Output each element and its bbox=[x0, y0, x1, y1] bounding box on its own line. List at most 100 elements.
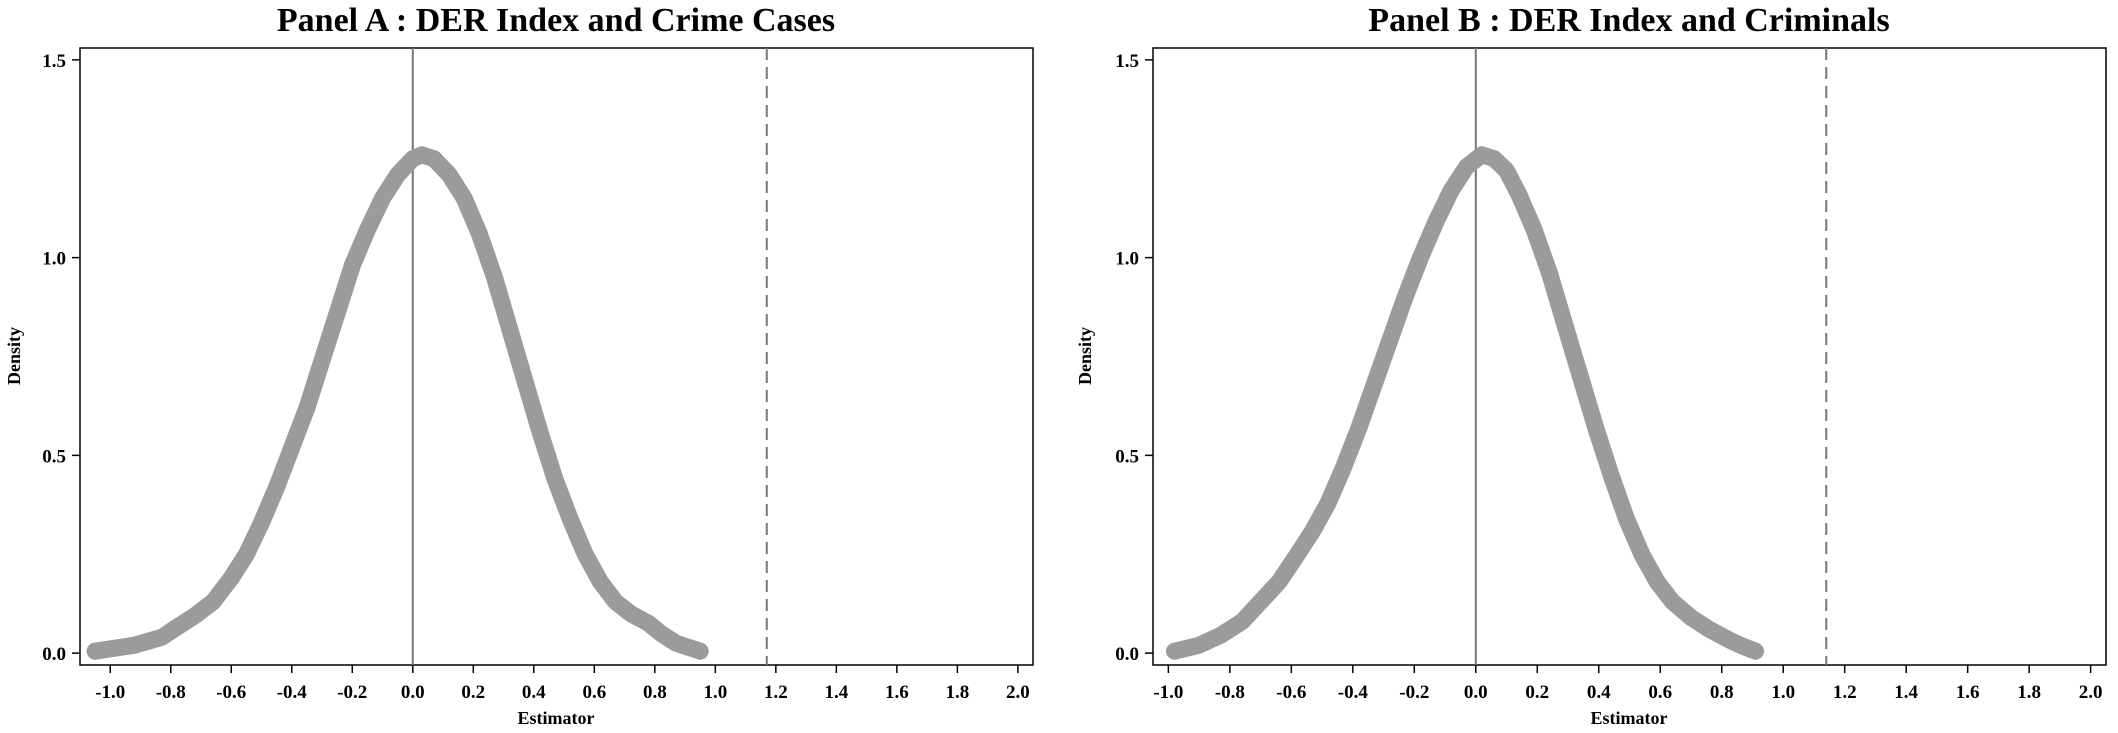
panel-a-density-marker-29 bbox=[561, 509, 580, 528]
panel-a-x-tick-label-2: -0.6 bbox=[216, 682, 246, 703]
panel-a-density-marker-31 bbox=[591, 572, 610, 591]
panel-b-density-marker-25 bbox=[1571, 367, 1590, 386]
panel-b-x-tick-label-2: -0.6 bbox=[1276, 682, 1306, 703]
panel-a-density-marker-24 bbox=[485, 268, 504, 287]
panel-b-density-marker-26 bbox=[1586, 418, 1605, 437]
panel-a-density-marker-22 bbox=[455, 189, 474, 208]
panel-b-density-marker-21 bbox=[1509, 185, 1528, 204]
panel-a-y-tick-label-2: 1.0 bbox=[42, 249, 66, 270]
panel-b-y-axis: 0.0 0.5 1.0 1.5 bbox=[1115, 51, 1153, 665]
panel-b-x-tick-label-6: 0.2 bbox=[1525, 682, 1549, 703]
panel-a-x-tick-label-10: 1.0 bbox=[703, 682, 727, 703]
panel-b-x-tick-label-14: 1.8 bbox=[2017, 682, 2041, 703]
panel-a-density-marker-3 bbox=[167, 618, 186, 637]
panel-b-x-tick-label-0: -1.0 bbox=[1153, 682, 1183, 703]
panel-b-density-marker-7 bbox=[1303, 521, 1322, 540]
panel-a-x-tick-label-6: 0.2 bbox=[461, 682, 485, 703]
panel-a-y-tick-label-3: 1.5 bbox=[42, 51, 66, 72]
panel-a: Panel A : DER Index and Crime Cases -1.0… bbox=[4, 2, 1034, 728]
panel-a-x-tick-label-8: 0.6 bbox=[582, 682, 606, 703]
panel-a-density-marker-15 bbox=[358, 220, 377, 239]
panel-b-density-marker-2 bbox=[1211, 626, 1230, 645]
panel-b-density-marker-12 bbox=[1380, 331, 1399, 350]
panel-b-density-marker-27 bbox=[1602, 466, 1621, 485]
panel-a-x-axis-label: Estimator bbox=[518, 708, 595, 728]
panel-b-title: Panel B : DER Index and Criminals bbox=[1368, 2, 1889, 39]
panel-b-y-tick-label-0: 0.0 bbox=[1115, 644, 1139, 665]
panel-a-density-marker-9 bbox=[267, 478, 286, 497]
panel-a-density-marker-0 bbox=[86, 642, 105, 661]
panel-a-density-marker-34 bbox=[639, 614, 658, 633]
panel-a-density-marker-10 bbox=[282, 438, 301, 457]
panel-b-x-tick-label-7: 0.4 bbox=[1587, 682, 1611, 703]
panel-a-x-tick-label-11: 1.2 bbox=[764, 682, 788, 703]
panel-a-density-marker-25 bbox=[500, 319, 519, 338]
panel-b-density-marker-20 bbox=[1497, 161, 1516, 180]
panel-b-density-marker-4 bbox=[1251, 592, 1270, 611]
panel-a-x-tick-label-7: 0.4 bbox=[522, 682, 546, 703]
panel-b-density-marker-28 bbox=[1617, 509, 1636, 528]
panel-a-x-tick-label-3: -0.4 bbox=[277, 682, 308, 703]
panel-b-density-marker-16 bbox=[1442, 181, 1461, 200]
panel-a-density-layer bbox=[86, 145, 710, 661]
panel-b-density-marker-0 bbox=[1165, 642, 1184, 661]
panel-a-title: Panel A : DER Index and Crime Cases bbox=[277, 2, 835, 39]
panel-a-density-marker-5 bbox=[204, 592, 223, 611]
panel-a-density-marker-26 bbox=[515, 371, 534, 390]
panel-b-plot-frame bbox=[1152, 47, 2107, 666]
panel-b-density-marker-15 bbox=[1426, 213, 1445, 232]
panel-b-density-marker-6 bbox=[1288, 545, 1307, 564]
panel-b-x-tick-label-8: 0.6 bbox=[1648, 682, 1672, 703]
panel-a-x-tick-label-14: 1.8 bbox=[945, 682, 969, 703]
panel-b-x-axis: -1.0 -0.8 -0.6 -0.4 -0.2 0.0 0.2 0.4 0.6 0.8 1.0 1.… bbox=[1153, 665, 2103, 703]
panel-a-density-marker-14 bbox=[343, 256, 362, 275]
panel-b-y-tick-label-3: 1.5 bbox=[1115, 51, 1139, 72]
panel-a-density-marker-23 bbox=[470, 224, 489, 243]
panel-b-density-marker-36 bbox=[1746, 642, 1765, 661]
panel-a-x-tick-label-1: -0.8 bbox=[156, 682, 186, 703]
panel-a-x-tick-label-5: 0.0 bbox=[401, 682, 425, 703]
panel-b-x-tick-label-11: 1.2 bbox=[1833, 682, 1857, 703]
panel-a-x-tick-label-15: 2.0 bbox=[1006, 682, 1030, 703]
panel-b-density-marker-13 bbox=[1396, 288, 1415, 307]
panel-a-y-tick-label-1: 0.5 bbox=[42, 446, 66, 467]
panel-a-density-marker-8 bbox=[252, 513, 271, 532]
panel-a-density-marker-4 bbox=[185, 606, 204, 625]
panel-a-y-tick-label-0: 0.0 bbox=[42, 644, 66, 665]
panel-b-density-marker-23 bbox=[1540, 264, 1559, 283]
panel-b-x-tick-label-1: -0.8 bbox=[1215, 682, 1245, 703]
panel-a-density-marker-27 bbox=[530, 422, 549, 441]
panel-b-x-axis-label: Estimator bbox=[1591, 708, 1668, 728]
panel-b-density-marker-8 bbox=[1319, 493, 1338, 512]
panel-b-density-marker-34 bbox=[1718, 630, 1737, 649]
panel-a-density-marker-2 bbox=[152, 628, 171, 647]
panel-b-density-marker-10 bbox=[1349, 418, 1368, 437]
panel-a-y-axis: 0.0 0.5 1.0 1.5 bbox=[42, 51, 80, 665]
panel-a-density-marker-21 bbox=[440, 165, 459, 184]
panel-b: Panel B : DER Index and Criminals -1.0 -0… bbox=[1075, 2, 2107, 728]
panel-b-density-marker-30 bbox=[1648, 572, 1667, 591]
panel-a-density-marker-13 bbox=[328, 303, 347, 322]
panel-b-density-marker-35 bbox=[1731, 636, 1750, 655]
panel-a-density-marker-6 bbox=[222, 568, 241, 587]
panel-b-density-line bbox=[1174, 154, 1756, 652]
panel-b-density-marker-32 bbox=[1681, 608, 1700, 627]
panel-a-density-marker-17 bbox=[388, 165, 407, 184]
panel-b-density-marker-22 bbox=[1525, 220, 1544, 239]
panel-b-density-marker-33 bbox=[1700, 620, 1719, 639]
panel-b-y-axis-label: Density bbox=[1075, 327, 1095, 385]
panel-a-density-marker-12 bbox=[313, 351, 332, 370]
panel-a-density-marker-28 bbox=[545, 470, 564, 489]
panel-b-density-marker-31 bbox=[1663, 592, 1682, 611]
panel-b-density-marker-1 bbox=[1190, 636, 1209, 655]
panel-a-density-marker-20 bbox=[424, 149, 443, 168]
panel-a-plot-frame bbox=[79, 47, 1034, 666]
panel-a-density-line bbox=[95, 154, 701, 652]
panel-a-density-marker-35 bbox=[651, 624, 670, 643]
panel-b-x-tick-label-3: -0.4 bbox=[1338, 682, 1369, 703]
panel-a-x-axis: -1.0 -0.8 -0.6 -0.4 -0.2 0.0 0.2 0.4 0.6 0.8 1.0 1.… bbox=[95, 665, 1030, 703]
panel-a-density-band bbox=[86, 146, 709, 660]
panel-b-density-marker-24 bbox=[1555, 315, 1574, 334]
panel-b-density-marker-11 bbox=[1365, 375, 1384, 394]
